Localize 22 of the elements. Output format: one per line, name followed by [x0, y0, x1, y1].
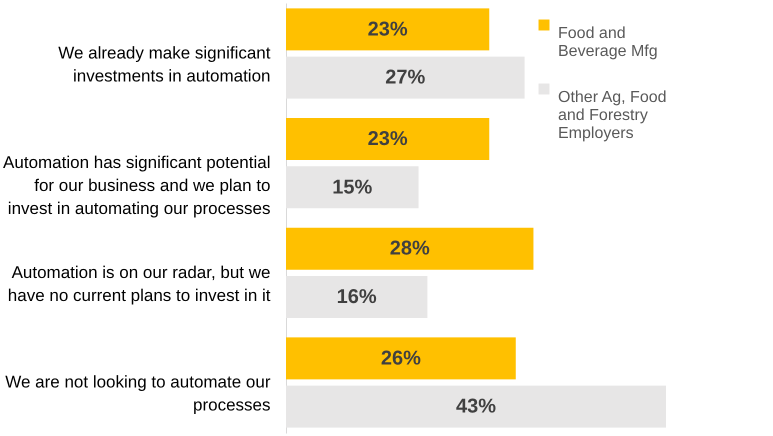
bar: [286, 337, 516, 380]
data-label: 23%: [368, 128, 408, 150]
legend-label: Other Ag, Food and Forestry Employers: [558, 89, 667, 142]
y-tick-label: We already make significant investments in automation: [58, 43, 271, 86]
y-tick-label: We are not looking to automate our processes: [5, 372, 271, 415]
bar: [286, 386, 666, 428]
data-label: 26%: [380, 347, 422, 370]
y-tick-label: Automation has significant potential for our business and we plan to invest in automating our processes: [3, 153, 270, 218]
y-tick-label: Automation is on our radar, but we have no current plans to invest in it: [8, 262, 271, 305]
bar: [286, 276, 428, 318]
legend-label: Food and Beverage Mfg: [558, 25, 658, 60]
data-label: 16%: [336, 286, 377, 308]
data-label: 15%: [332, 176, 373, 198]
bar: [286, 56, 525, 99]
data-label: 23%: [368, 18, 408, 40]
data-label: 27%: [385, 66, 426, 89]
bar: [286, 118, 490, 160]
bar: [286, 228, 534, 270]
data-label: 28%: [390, 238, 430, 260]
data-label: 43%: [456, 396, 496, 418]
bar: [286, 8, 490, 50]
bar: [286, 166, 419, 208]
